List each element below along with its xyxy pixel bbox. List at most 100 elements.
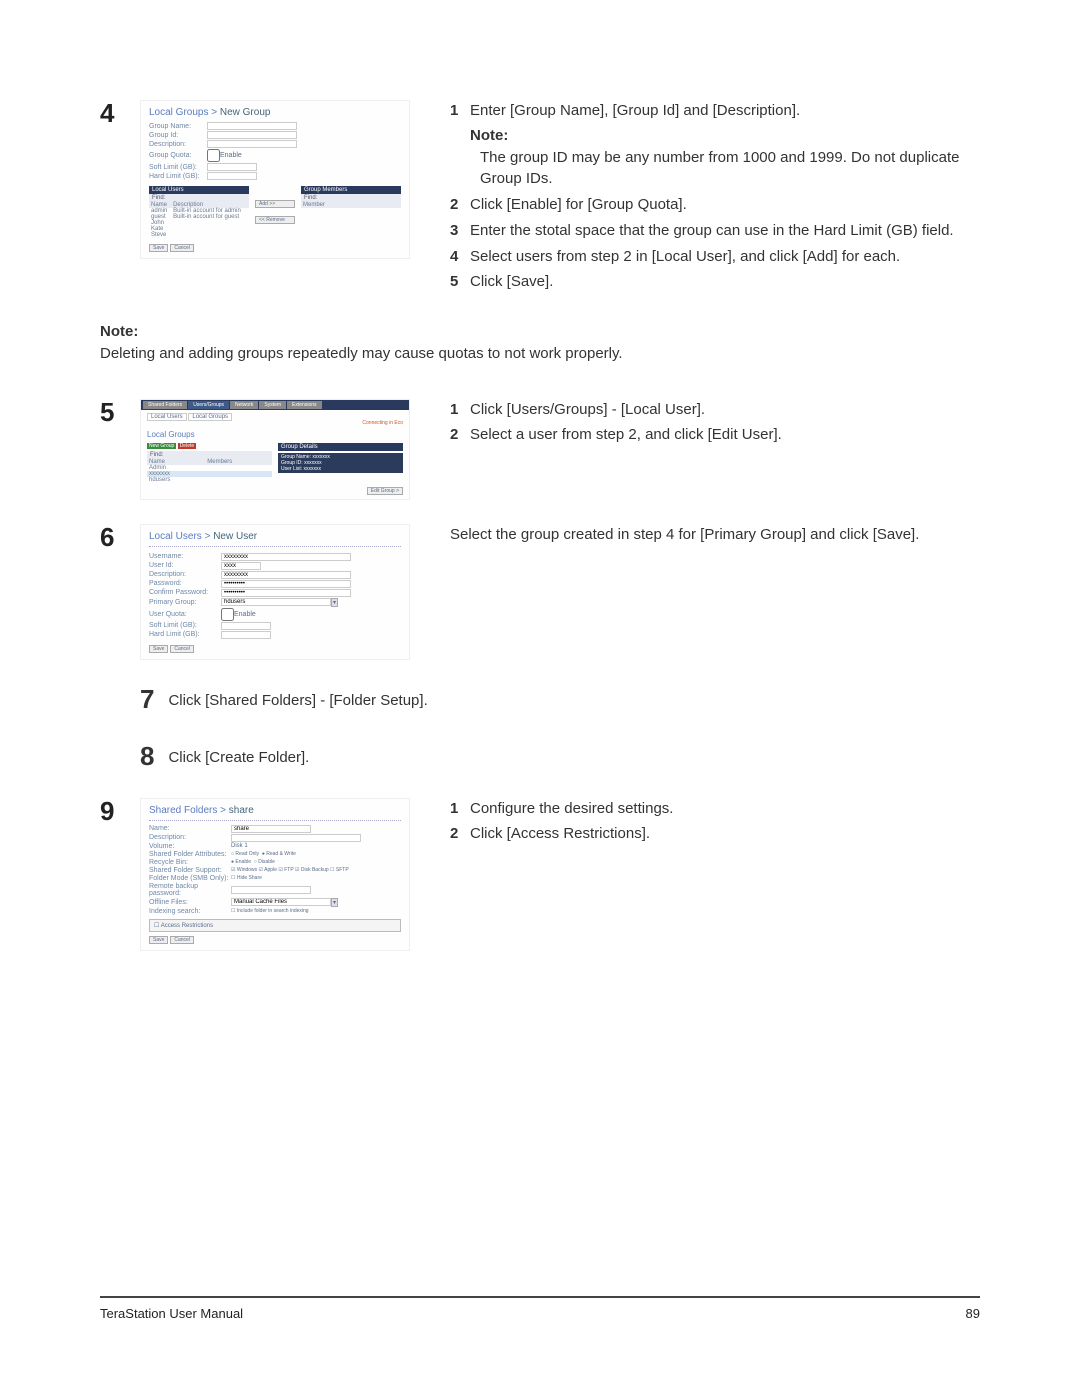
step-7-text: Click [Shared Folders] - [Folder Setup]. [168, 692, 427, 709]
find-label: Find: [304, 195, 317, 201]
tab[interactable]: Extensions [287, 401, 321, 409]
substep-num: 1 [450, 399, 470, 421]
field-label: Offline Files: [149, 899, 231, 906]
group-name-input[interactable] [207, 122, 297, 130]
field-label: Soft Limit (GB): [149, 164, 207, 171]
field-label: Soft Limit (GB): [149, 622, 221, 629]
delete-button[interactable]: Delete [178, 443, 196, 449]
tab[interactable]: Users/Groups [188, 401, 229, 409]
save-button[interactable]: Save [149, 645, 168, 653]
enable-label: Enable [234, 611, 256, 618]
field-label: Volume: [149, 843, 231, 850]
thumb-subtitle: New Group [220, 107, 271, 118]
field-label: Description: [149, 571, 221, 578]
enable-checkbox[interactable] [207, 149, 220, 162]
page-number: 89 [966, 1306, 980, 1321]
quota-checkbox[interactable] [221, 608, 234, 621]
step-8-number: 8 [140, 741, 154, 771]
field-label: Primary Group: [149, 599, 221, 606]
save-button[interactable]: Save [149, 936, 168, 944]
tab[interactable]: Shared Folders [143, 401, 187, 409]
add-button[interactable]: Add >> [255, 200, 295, 208]
new-group-button[interactable]: New Group [147, 443, 176, 449]
desc-input[interactable] [221, 571, 351, 579]
soft-limit-input[interactable] [221, 622, 271, 630]
field-label: Group Name: [149, 123, 207, 130]
check-label[interactable]: Windows [237, 867, 257, 873]
subtab[interactable]: Local Users [147, 413, 187, 421]
offline-select[interactable] [231, 898, 331, 906]
check-label[interactable]: Include folder in search indexing [237, 908, 309, 914]
hard-limit-input[interactable] [207, 172, 257, 180]
save-button[interactable]: Save [149, 244, 168, 252]
user-row[interactable]: Steve [149, 232, 171, 238]
remove-button[interactable]: << Remove [255, 216, 295, 224]
chevron-down-icon[interactable]: ▾ [331, 598, 338, 607]
substep-text: Configure the desired settings. [470, 798, 673, 820]
field-label: Indexing search: [149, 908, 231, 915]
userid-input[interactable] [221, 562, 261, 570]
backup-password-input[interactable] [231, 886, 311, 894]
check-label[interactable]: Hide Share [237, 875, 262, 881]
volume-value: Disk 1 [231, 843, 248, 849]
substep-text: Select a user from step 2, and click [Ed… [470, 424, 782, 446]
field-label: Folder Mode (SMB Only): [149, 875, 231, 882]
step-9-screenshot: Shared Folders > share Name: Description… [140, 798, 410, 951]
password-input[interactable] [221, 580, 351, 588]
radio-label[interactable]: Read & Write [266, 851, 296, 857]
note-heading: Note: [100, 321, 980, 343]
confirm-password-input[interactable] [221, 589, 351, 597]
step-7-number: 7 [140, 684, 154, 714]
subtab[interactable]: Local Groups [188, 413, 232, 421]
substep-text: Click [Save]. [470, 271, 553, 293]
field-label: Name: [149, 825, 231, 832]
chevron-down-icon[interactable]: ▾ [331, 898, 338, 907]
cancel-button[interactable]: Cancel [170, 936, 194, 944]
substep-num: 2 [450, 194, 470, 216]
access-restrictions[interactable]: Access Restrictions [161, 923, 213, 929]
note-block: Note: Deleting and adding groups repeate… [100, 321, 980, 365]
field-label: Password: [149, 580, 221, 587]
field-label: Hard Limit (GB): [149, 631, 221, 638]
hard-limit-input[interactable] [221, 631, 271, 639]
tab[interactable]: System [259, 401, 286, 409]
tab[interactable]: Network [230, 401, 258, 409]
name-input[interactable] [231, 825, 311, 833]
field-label: User Id: [149, 562, 221, 569]
details-header: Group Details [278, 443, 403, 451]
user-desc: Built-in account for guest [171, 214, 249, 220]
thumb-subtitle: New User [213, 531, 257, 542]
substep-num: 3 [450, 220, 470, 242]
field-label: Description: [149, 834, 231, 841]
radio-label[interactable]: Read Only [235, 851, 259, 857]
primary-group-select[interactable] [221, 598, 331, 606]
field-label: Hard Limit (GB): [149, 173, 207, 180]
substep-text: Enter [Group Name], [Group Id] and [Desc… [470, 100, 980, 122]
step-5-number: 5 [100, 399, 140, 425]
find-label: Find: [152, 195, 165, 201]
substep-text: Click [Enable] for [Group Quota]. [470, 194, 687, 216]
desc-input[interactable] [231, 834, 361, 842]
cancel-button[interactable]: Cancel [170, 645, 194, 653]
soft-limit-input[interactable] [207, 163, 257, 171]
enable-label: Enable [220, 152, 242, 159]
note-heading: Note: [470, 125, 980, 147]
edit-button[interactable]: Edit Group > [367, 487, 403, 495]
detail-value: xxxxxxx [304, 466, 322, 472]
thumb-title: Shared Folders > [149, 805, 229, 816]
radio-label[interactable]: Disable [258, 859, 275, 865]
check-label[interactable]: SFTP [336, 867, 349, 873]
substep-text: Enter the stotal space that the group ca… [470, 220, 954, 242]
username-input[interactable] [221, 553, 351, 561]
radio-label[interactable]: Enable [235, 859, 251, 865]
field-label: Group Quota: [149, 152, 207, 159]
check-label[interactable]: Apple [264, 867, 277, 873]
description-input[interactable] [207, 140, 297, 148]
field-label: Recycle Bin: [149, 859, 231, 866]
step-6-text: Select the group created in step 4 for [… [450, 524, 980, 546]
cancel-button[interactable]: Cancel [170, 244, 194, 252]
check-label[interactable]: FTP [284, 867, 293, 873]
field-label: Group Id: [149, 132, 207, 139]
group-id-input[interactable] [207, 131, 297, 139]
check-label[interactable]: Disk Backup [301, 867, 329, 873]
